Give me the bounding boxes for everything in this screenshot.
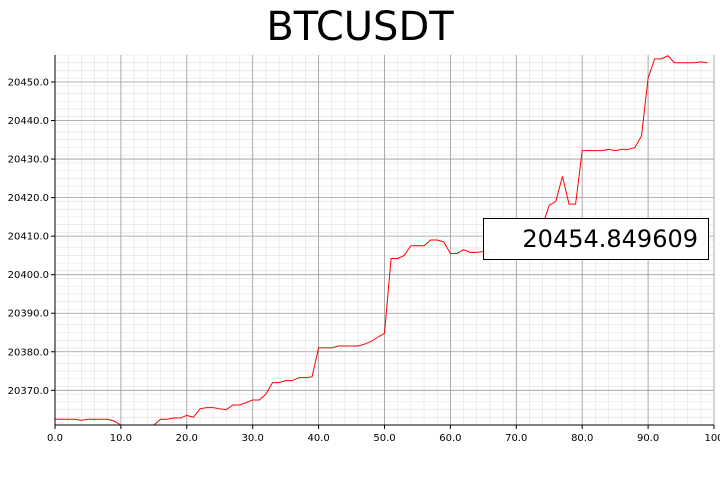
chart-title: BTCUSDT bbox=[266, 4, 454, 50]
x-tick-label: 60.0 bbox=[439, 433, 461, 444]
x-tick-label: 40.0 bbox=[307, 433, 329, 444]
x-tick-label: 90.0 bbox=[637, 433, 659, 444]
y-tick-label: 20400.0 bbox=[8, 270, 49, 281]
y-tick-label: 20450.0 bbox=[8, 77, 49, 88]
y-tick-label: 20390.0 bbox=[8, 309, 49, 320]
x-tick-label: 10.0 bbox=[110, 433, 132, 444]
y-tick-label: 20410.0 bbox=[8, 232, 49, 243]
y-tick-label: 20440.0 bbox=[8, 116, 49, 127]
x-tick-label: 0.0 bbox=[47, 433, 63, 444]
x-tick-label: 50.0 bbox=[373, 433, 395, 444]
x-tick-label: 20.0 bbox=[176, 433, 198, 444]
x-tick-label: 30.0 bbox=[242, 433, 264, 444]
y-tick-label: 20420.0 bbox=[8, 193, 49, 204]
x-tick-label: 80.0 bbox=[571, 433, 593, 444]
y-tick-label: 20380.0 bbox=[8, 347, 49, 358]
major-grid bbox=[54, 55, 715, 425]
series-line-btcusdt bbox=[55, 55, 708, 426]
x-tick-label: 70.0 bbox=[505, 433, 527, 444]
y-axis-ticks: 20370.0 20380.0 20390.0 20400.0 20410.0 20420… bbox=[8, 77, 55, 397]
series-layer bbox=[55, 55, 708, 426]
y-tick-label: 20430.0 bbox=[8, 155, 49, 166]
x-tick-label: 100 bbox=[704, 433, 720, 444]
last-price-readout: 20454.849609 bbox=[483, 218, 709, 260]
x-axis-ticks: 0.0 10.0 20.0 30.0 40.0 50.0 60.0 70.0 80.0 90.0 1… bbox=[47, 425, 720, 444]
y-tick-label: 20370.0 bbox=[8, 386, 49, 397]
